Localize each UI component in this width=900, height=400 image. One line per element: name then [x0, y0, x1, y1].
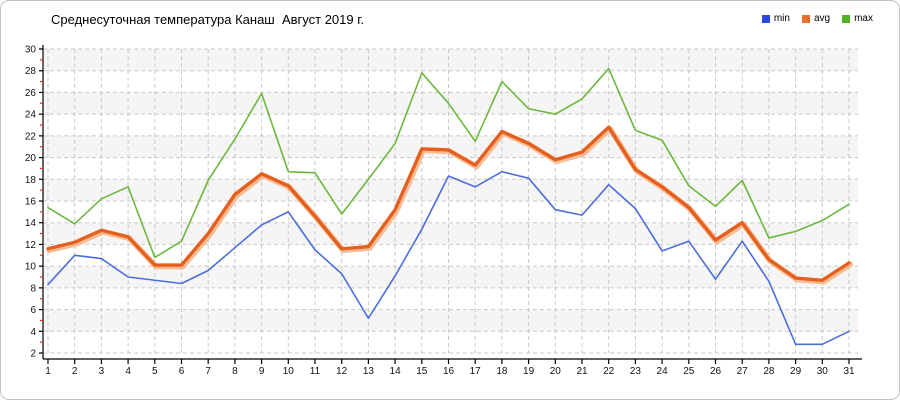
plot-band — [43, 244, 858, 267]
avg-series-line — [46, 125, 851, 282]
x-tick-label: 13 — [363, 366, 375, 377]
x-tick-label: 25 — [683, 366, 695, 377]
x-tick-label: 29 — [790, 366, 802, 377]
x-tick-label: 11 — [310, 366, 321, 377]
avg-series-swatch — [801, 15, 810, 23]
x-tick-label: 22 — [603, 366, 615, 377]
y-tick-label: 6 — [30, 305, 36, 316]
x-tick-label: 3 — [99, 366, 105, 377]
plot-band — [43, 157, 858, 180]
x-tick-label: 16 — [443, 366, 455, 377]
x-tick-label: 28 — [763, 366, 775, 377]
chart-legend: min avg max — [761, 13, 873, 24]
x-tick-label: 27 — [737, 366, 749, 377]
x-tick-label: 31 — [843, 366, 855, 377]
legend-item-avg: avg — [801, 13, 831, 24]
min-series-swatch — [761, 15, 770, 23]
x-tick-label: 30 — [817, 366, 829, 377]
y-tick-label: 4 — [30, 327, 36, 338]
x-tick-label: 23 — [630, 366, 642, 377]
x-tick-label: 8 — [232, 366, 238, 377]
plot-band — [43, 331, 858, 353]
y-tick-label: 28 — [25, 66, 37, 77]
x-tick-label: 2 — [72, 366, 78, 377]
min-series-line — [47, 170, 850, 346]
plot-band — [43, 201, 858, 223]
x-tick-label: 20 — [550, 366, 562, 377]
plot-band — [43, 92, 858, 115]
y-tick-label: 2 — [30, 349, 36, 360]
y-tick-label: 16 — [25, 197, 37, 208]
y-tick-label: 12 — [25, 240, 37, 251]
plot-band — [43, 309, 858, 332]
y-tick-label: 20 — [25, 153, 37, 164]
x-tick-label: 21 — [576, 366, 588, 377]
legend-label-min: min — [773, 13, 790, 24]
x-tick-label: 9 — [259, 366, 265, 377]
chart-title: Среднесуточная температура Канаш Август … — [51, 12, 364, 27]
x-tick-label: 17 — [470, 366, 482, 377]
x-tick-label: 5 — [152, 366, 158, 377]
x-tick-label: 1 — [45, 366, 51, 377]
legend-item-min: min — [761, 13, 790, 24]
plot-band — [43, 49, 858, 71]
x-tick-label: 7 — [205, 366, 211, 377]
plot-band — [43, 135, 858, 158]
x-tick-label: 18 — [496, 366, 508, 377]
x-tick-label: 19 — [523, 366, 535, 377]
x-tick-label: 24 — [657, 366, 669, 377]
plot-band — [43, 179, 858, 201]
x-tick-label: 26 — [710, 366, 722, 377]
legend-label-avg: avg — [813, 13, 831, 24]
y-tick-label: 26 — [25, 88, 37, 99]
y-tick-label: 10 — [25, 262, 37, 273]
x-tick-label: 4 — [125, 366, 131, 377]
x-tick-label: 12 — [336, 366, 348, 377]
y-tick-label: 30 — [25, 45, 37, 56]
max-series-line — [47, 67, 850, 259]
plot-band — [43, 114, 858, 136]
y-tick-label: 18 — [25, 175, 37, 186]
x-tick-label: 6 — [179, 366, 185, 377]
legend-item-max: max — [842, 14, 873, 24]
max-series-swatch — [842, 15, 851, 23]
x-tick-label: 15 — [416, 366, 428, 377]
y-tick-label: 22 — [25, 131, 37, 142]
plot-band — [43, 266, 858, 288]
y-tick-label: 24 — [25, 110, 37, 121]
y-tick-label: 14 — [25, 218, 37, 229]
plot-band — [43, 287, 858, 310]
plot-band — [43, 70, 858, 93]
legend-label-max: max — [854, 13, 873, 24]
x-tick-label: 14 — [390, 366, 402, 377]
y-tick-label: 8 — [30, 283, 36, 294]
x-tick-label: 10 — [283, 366, 295, 377]
